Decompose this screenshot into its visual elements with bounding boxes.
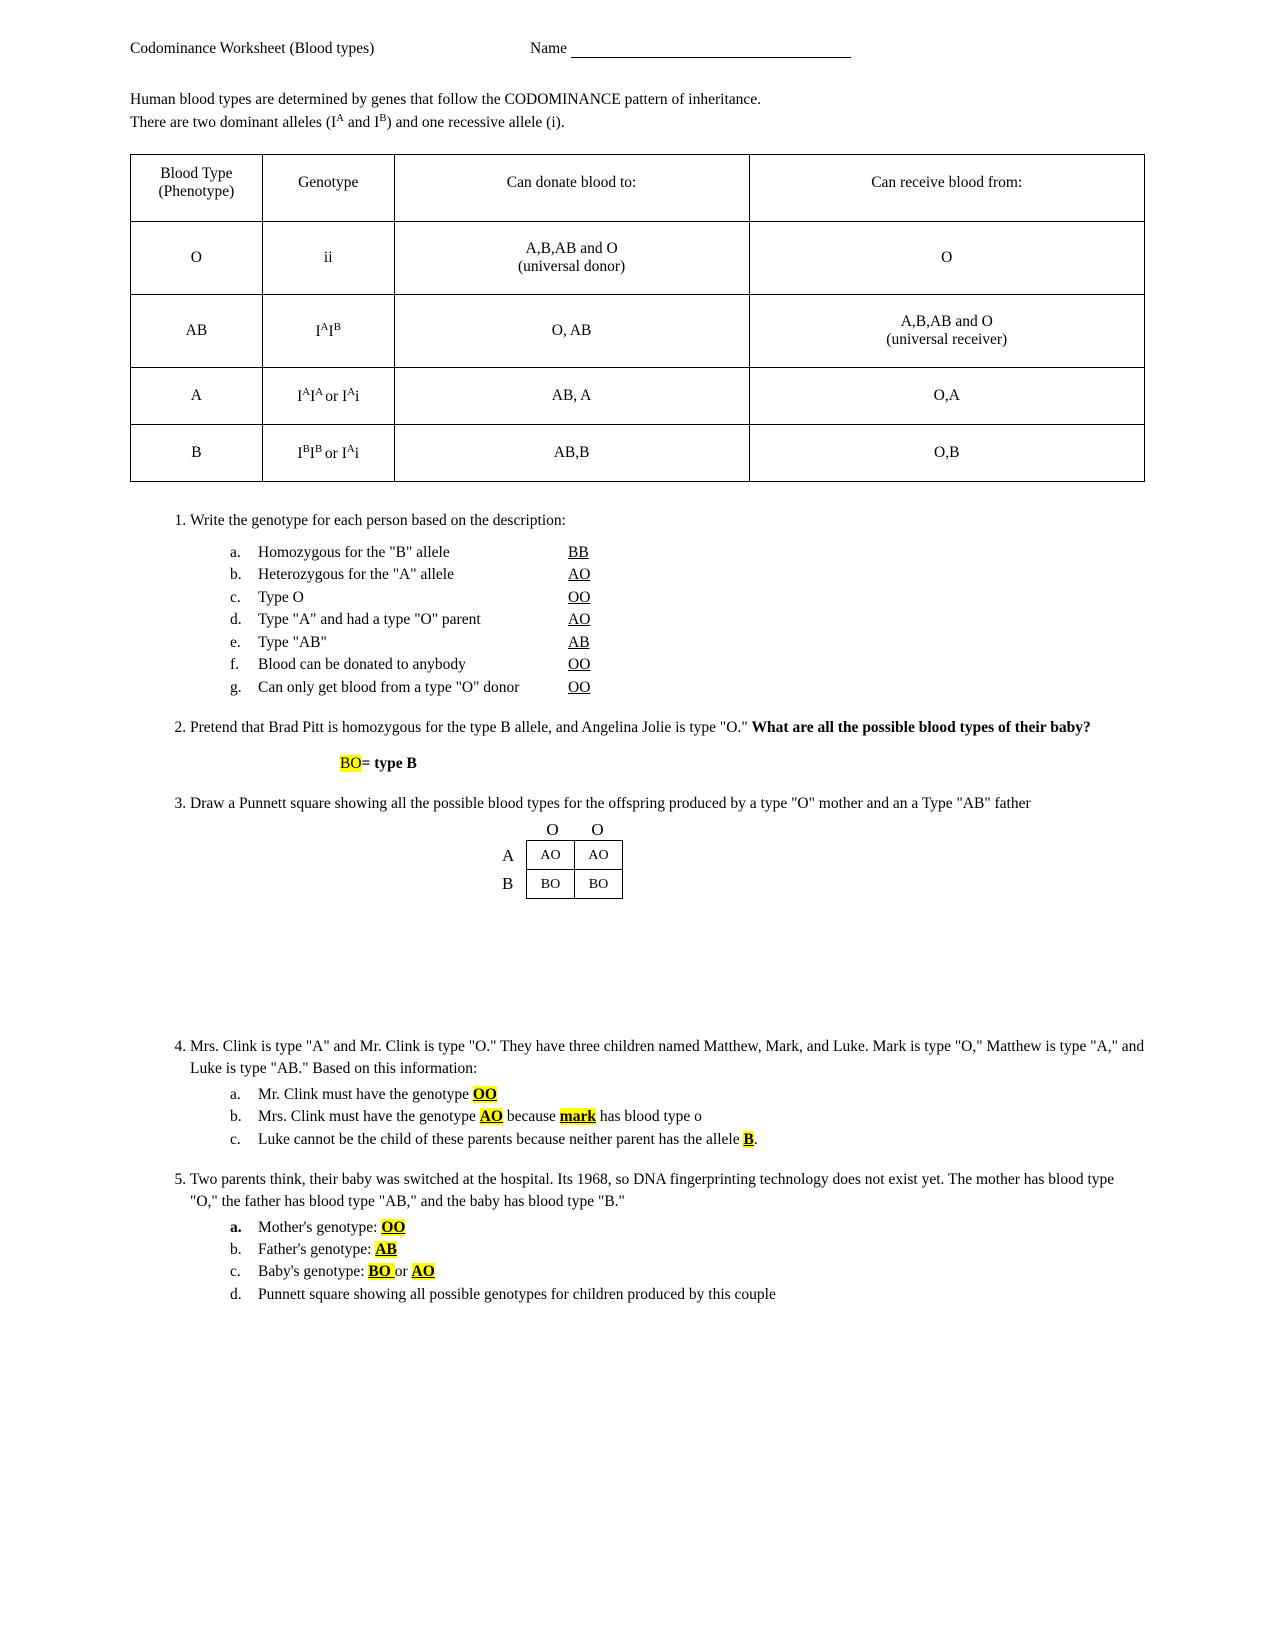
punnett-grid: AO AO BO BO bbox=[526, 840, 623, 899]
q4-sub: a.Mr. Clink must have the genotype OO b.… bbox=[230, 1084, 1145, 1151]
q1-item: g.Can only get blood from a type "O" don… bbox=[230, 677, 1145, 699]
intro-line2b: and I bbox=[344, 114, 379, 131]
th-receive: Can receive blood from: bbox=[749, 155, 1144, 222]
intro-line2c: ) and one recessive allele (i). bbox=[387, 114, 565, 131]
cell-b-donate: AB,B bbox=[394, 425, 749, 482]
q5-d: d.Punnett square showing all possible ge… bbox=[230, 1284, 1145, 1306]
punnett-top-0: O bbox=[530, 818, 575, 842]
punnett-cell-11: BO bbox=[575, 870, 623, 899]
intro-line2a: There are two dominant alleles (I bbox=[130, 114, 336, 131]
q5-b: b.Father's genotype: AB bbox=[230, 1239, 1145, 1261]
question-5: Two parents think, their baby was switch… bbox=[190, 1169, 1145, 1306]
q4-b-ans2: mark bbox=[560, 1108, 596, 1125]
cell-a-receive: O,A bbox=[749, 368, 1144, 425]
intro-line1: Human blood types are determined by gene… bbox=[130, 91, 761, 108]
q1-item: d.Type "A" and had a type "O" parentAO bbox=[230, 609, 1145, 631]
punnett-top-1: O bbox=[575, 818, 620, 842]
punnett-left-1: B bbox=[502, 870, 514, 898]
q2-answer: BO= type B bbox=[340, 753, 1145, 775]
q1-items: a.Homozygous for the "B" alleleBBb.Heter… bbox=[230, 542, 1145, 699]
q1-item: a.Homozygous for the "B" alleleBB bbox=[230, 542, 1145, 564]
intro-text: Human blood types are determined by gene… bbox=[130, 90, 1145, 134]
q4-c: c.Luke cannot be the child of these pare… bbox=[230, 1129, 1145, 1151]
cell-ab-donate: O, AB bbox=[394, 295, 749, 368]
punnett-cell-10: BO bbox=[527, 870, 575, 899]
punnett-top-labels: O O bbox=[530, 818, 620, 842]
q5-sub: a.Mother's genotype: OO b.Father's genot… bbox=[230, 1217, 1145, 1307]
questions-list: Write the genotype for each person based… bbox=[130, 510, 1145, 1306]
cell-a-geno: IAIA or IAi bbox=[262, 368, 394, 425]
th-genotype: Genotype bbox=[262, 155, 394, 222]
name-field: Name bbox=[530, 40, 1145, 58]
cell-b-pheno: B bbox=[131, 425, 263, 482]
q5-a-ans: OO bbox=[381, 1219, 405, 1236]
worksheet-page: Codominance Worksheet (Blood types) Name… bbox=[0, 0, 1275, 1651]
question-2: Pretend that Brad Pitt is homozygous for… bbox=[190, 717, 1145, 774]
cell-o-pheno: O bbox=[131, 222, 263, 295]
q4-prompt: Mrs. Clink is type "A" and Mr. Clink is … bbox=[190, 1038, 1144, 1077]
th-phenotype: Blood Type(Phenotype) bbox=[131, 155, 263, 222]
punnett-cell-01: AO bbox=[575, 841, 623, 870]
q2-prompt-b: What are all the possible blood types of… bbox=[752, 719, 1091, 736]
cell-a-donate: AB, A bbox=[394, 368, 749, 425]
q5-c-ans1: BO bbox=[368, 1263, 394, 1280]
q1-item: f.Blood can be donated to anybodyOO bbox=[230, 654, 1145, 676]
q5-c: c.Baby's genotype: BO or AO bbox=[230, 1261, 1145, 1283]
q1-prompt: Write the genotype for each person based… bbox=[190, 512, 566, 529]
q5-b-ans: AB bbox=[375, 1241, 397, 1258]
question-3: Draw a Punnett square showing all the po… bbox=[190, 793, 1145, 1019]
name-label: Name bbox=[530, 40, 567, 57]
q4-a: a.Mr. Clink must have the genotype OO bbox=[230, 1084, 1145, 1106]
q5-c-ans2: AO bbox=[412, 1263, 435, 1280]
cell-ab-receive: A,B,AB and O(universal receiver) bbox=[749, 295, 1144, 368]
q1-item: b.Heterozygous for the "A" alleleAO bbox=[230, 564, 1145, 586]
q4-b: b.Mrs. Clink must have the genotype AO b… bbox=[230, 1106, 1145, 1128]
q5-a: a.Mother's genotype: OO bbox=[230, 1217, 1145, 1239]
cell-a-pheno: A bbox=[131, 368, 263, 425]
punnett-square: O O A B AO AO BO BO bbox=[490, 818, 1145, 928]
name-blank-line[interactable] bbox=[571, 57, 851, 58]
q3-prompt: Draw a Punnett square showing all the po… bbox=[190, 793, 1145, 815]
q4-c-ans: B bbox=[743, 1131, 753, 1148]
punnett-left-0: A bbox=[502, 842, 514, 870]
punnett-left-labels: A B bbox=[502, 842, 514, 898]
q1-item: e.Type "AB"AB bbox=[230, 632, 1145, 654]
worksheet-title: Codominance Worksheet (Blood types) bbox=[130, 40, 530, 58]
cell-b-geno: IBIB or IAi bbox=[262, 425, 394, 482]
q1-item: c.Type OOO bbox=[230, 587, 1145, 609]
q4-a-ans: OO bbox=[473, 1086, 497, 1103]
cell-ab-pheno: AB bbox=[131, 295, 263, 368]
q2-ans-suffix: = type B bbox=[362, 755, 417, 772]
question-1: Write the genotype for each person based… bbox=[190, 510, 1145, 699]
cell-b-receive: O,B bbox=[749, 425, 1144, 482]
cell-o-receive: O bbox=[749, 222, 1144, 295]
header: Codominance Worksheet (Blood types) Name bbox=[130, 40, 1145, 58]
th-donate: Can donate blood to: bbox=[394, 155, 749, 222]
punnett-cell-00: AO bbox=[527, 841, 575, 870]
q5-prompt: Two parents think, their baby was switch… bbox=[190, 1171, 1114, 1210]
blood-type-table: Blood Type(Phenotype) Genotype Can donat… bbox=[130, 154, 1145, 482]
cell-ab-geno: IAIB bbox=[262, 295, 394, 368]
q4-b-ans1: AO bbox=[480, 1108, 503, 1125]
q2-ans-prefix: BO bbox=[340, 755, 362, 772]
question-4: Mrs. Clink is type "A" and Mr. Clink is … bbox=[190, 1036, 1145, 1151]
cell-o-donate: A,B,AB and O(universal donor) bbox=[394, 222, 749, 295]
cell-o-geno: ii bbox=[262, 222, 394, 295]
q2-prompt-a: Pretend that Brad Pitt is homozygous for… bbox=[190, 719, 752, 736]
